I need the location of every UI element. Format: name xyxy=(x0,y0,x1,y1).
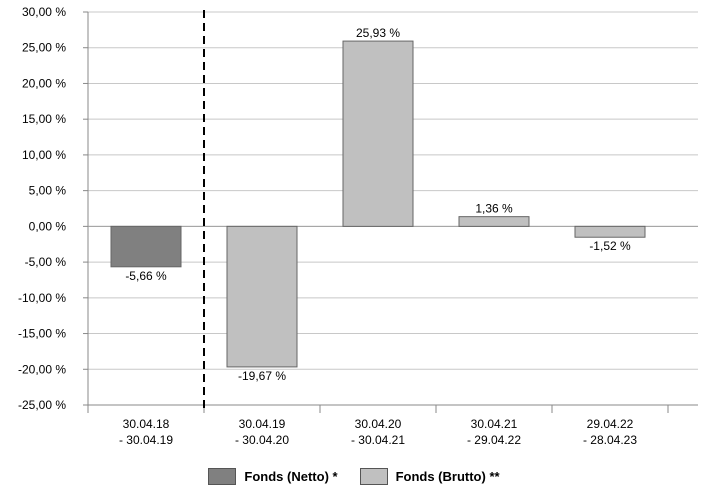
bar xyxy=(110,225,182,268)
y-tick-label: -20,00 % xyxy=(18,362,66,376)
y-tick-label: 25,00 % xyxy=(22,41,66,55)
category-label-end: - 30.04.19 xyxy=(119,433,173,447)
y-tick-label: 15,00 % xyxy=(22,112,66,126)
y-tick-label: 5,00 % xyxy=(29,184,67,198)
y-tick-label: 30,00 % xyxy=(22,5,66,19)
category-label-start: 30.04.18 xyxy=(123,417,170,431)
data-label: -5,66 % xyxy=(125,269,167,283)
legend-label-netto: Fonds (Netto) * xyxy=(244,468,338,484)
bar xyxy=(458,216,530,227)
y-tick-labels: 30,00 % 25,00 % 20,00 % 15,00 % 10,00 % 5,00 … xyxy=(18,5,66,412)
bar xyxy=(574,225,646,238)
data-label: -1,52 % xyxy=(589,239,631,253)
category-label-start: 30.04.19 xyxy=(239,417,286,431)
category-label-end: - 29.04.22 xyxy=(467,433,521,447)
data-label: 25,93 % xyxy=(356,26,400,40)
legend: Fonds (Netto) * Fonds (Brutto) ** xyxy=(0,464,708,488)
category-label-end: - 30.04.20 xyxy=(235,433,289,447)
bar xyxy=(226,225,298,368)
y-tick-label: 20,00 % xyxy=(22,76,66,90)
category-label-start: 30.04.20 xyxy=(355,417,402,431)
data-label: 1,36 % xyxy=(475,202,513,216)
legend-item-brutto: Fonds (Brutto) ** xyxy=(359,467,500,485)
x-category-labels: 30.04.18 - 30.04.19 30.04.19 - 30.04.20 30.0… xyxy=(119,417,637,447)
category-label-start: 29.04.22 xyxy=(587,417,634,431)
legend-label-brutto: Fonds (Brutto) ** xyxy=(395,468,500,484)
category-label-end: - 30.04.21 xyxy=(351,433,405,447)
data-label: -19,67 % xyxy=(238,369,286,383)
y-tick-label: -5,00 % xyxy=(25,255,67,269)
bar xyxy=(342,40,414,227)
legend-swatch-brutto xyxy=(359,467,388,485)
bar-chart: -5,66 % -19,67 % 25,93 % 1,36 % -1,52 % 30,0… xyxy=(18,5,698,447)
y-tick-label: -15,00 % xyxy=(18,327,66,341)
y-tick-label: -10,00 % xyxy=(18,291,66,305)
y-tick-label: 10,00 % xyxy=(22,148,66,162)
y-tick-label: -25,00 % xyxy=(18,398,66,412)
y-tick-label: 0,00 % xyxy=(29,219,67,233)
category-label-end: - 28.04.23 xyxy=(583,433,637,447)
data-labels: -5,66 % -19,67 % 25,93 % 1,36 % -1,52 % xyxy=(125,26,631,383)
legend-swatch-netto xyxy=(208,467,237,485)
legend-item-netto: Fonds (Netto) * xyxy=(208,467,338,485)
bars xyxy=(110,40,646,368)
category-label-start: 30.04.21 xyxy=(471,417,518,431)
